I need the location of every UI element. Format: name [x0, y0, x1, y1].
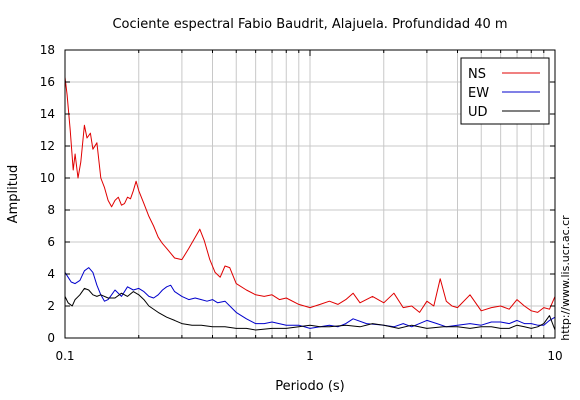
x-tick-label: 10 [547, 349, 562, 363]
x-tick-label: 1 [306, 349, 314, 363]
legend-box [460, 57, 550, 125]
y-axis-ticks: 0 2 4 6 8 10 12 14 16 18 [40, 43, 555, 345]
series-line-ud [64, 287, 556, 331]
chart-title: Cociente espectral Fabio Baudrit, Alajue… [112, 17, 507, 32]
y-tick-label: 18 [40, 43, 55, 57]
legend-label-ud: UD [468, 105, 488, 120]
series-lines [64, 77, 556, 331]
grid [65, 50, 555, 338]
x-tick-label: 0.1 [55, 349, 74, 363]
y-tick-label: 14 [40, 107, 55, 121]
legend-label-ew: EW [468, 86, 489, 101]
series-line-ns [64, 77, 556, 313]
y-tick-label: 6 [47, 235, 55, 249]
y-tick-label: 0 [47, 331, 55, 345]
watermark-url: http://www.lis.ucr.ac.cr [559, 215, 572, 341]
y-tick-label: 12 [40, 139, 55, 153]
y-tick-label: 10 [40, 171, 55, 185]
legend-label-ns: NS [468, 67, 486, 82]
x-axis-ticks: 0.1 1 10 [55, 50, 563, 363]
y-axis-label: Amplitud [6, 165, 21, 224]
y-tick-label: 8 [47, 203, 55, 217]
y-tick-label: 16 [40, 75, 55, 89]
series-line-ew [64, 267, 556, 329]
y-tick-label: 2 [47, 299, 55, 313]
y-tick-label: 4 [47, 267, 55, 281]
x-axis-label: Periodo (s) [275, 379, 345, 394]
legend: NS EW UD [460, 57, 550, 125]
